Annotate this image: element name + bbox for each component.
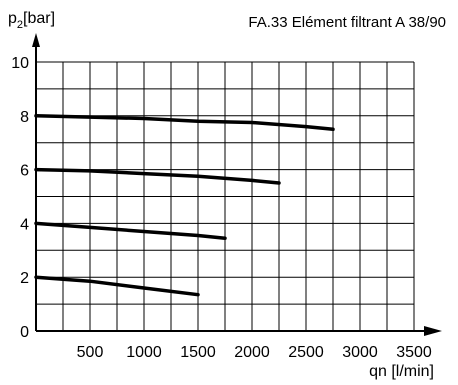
- y-tick-label: 2: [20, 270, 29, 287]
- x-axis-arrow: [424, 326, 442, 336]
- series-line-1: [36, 116, 333, 130]
- y-tick-label: 6: [20, 163, 29, 180]
- y-axis-arrow: [32, 33, 40, 47]
- x-tick-label: 2500: [288, 344, 324, 361]
- x-tick-label: 500: [77, 344, 104, 361]
- y-tick-labels: 0 2 4 6 8 10: [11, 55, 29, 341]
- x-tick-label: 1500: [180, 344, 216, 361]
- y-tick-label: 4: [20, 216, 29, 233]
- y-tick-label: 8: [20, 109, 29, 126]
- y-tick-label: 10: [11, 55, 29, 72]
- y-tick-label: 0: [20, 324, 29, 341]
- series-line-3: [36, 223, 225, 238]
- axes: [32, 33, 442, 336]
- grid: [36, 62, 414, 331]
- series-line-2: [36, 170, 279, 183]
- x-tick-label: 1000: [126, 344, 162, 361]
- x-tick-label: 3500: [396, 344, 432, 361]
- x-tick-label: 3000: [342, 344, 378, 361]
- x-tick-label: 2000: [234, 344, 270, 361]
- x-tick-labels: 500 1000 1500 2000 2500 3000 3500: [77, 344, 432, 361]
- chart-title: FA.33 Elément filtrant A 38/90: [248, 14, 446, 31]
- x-axis-label: qn [l/min]: [369, 363, 434, 380]
- y-axis-label: p2[bar]: [8, 10, 55, 31]
